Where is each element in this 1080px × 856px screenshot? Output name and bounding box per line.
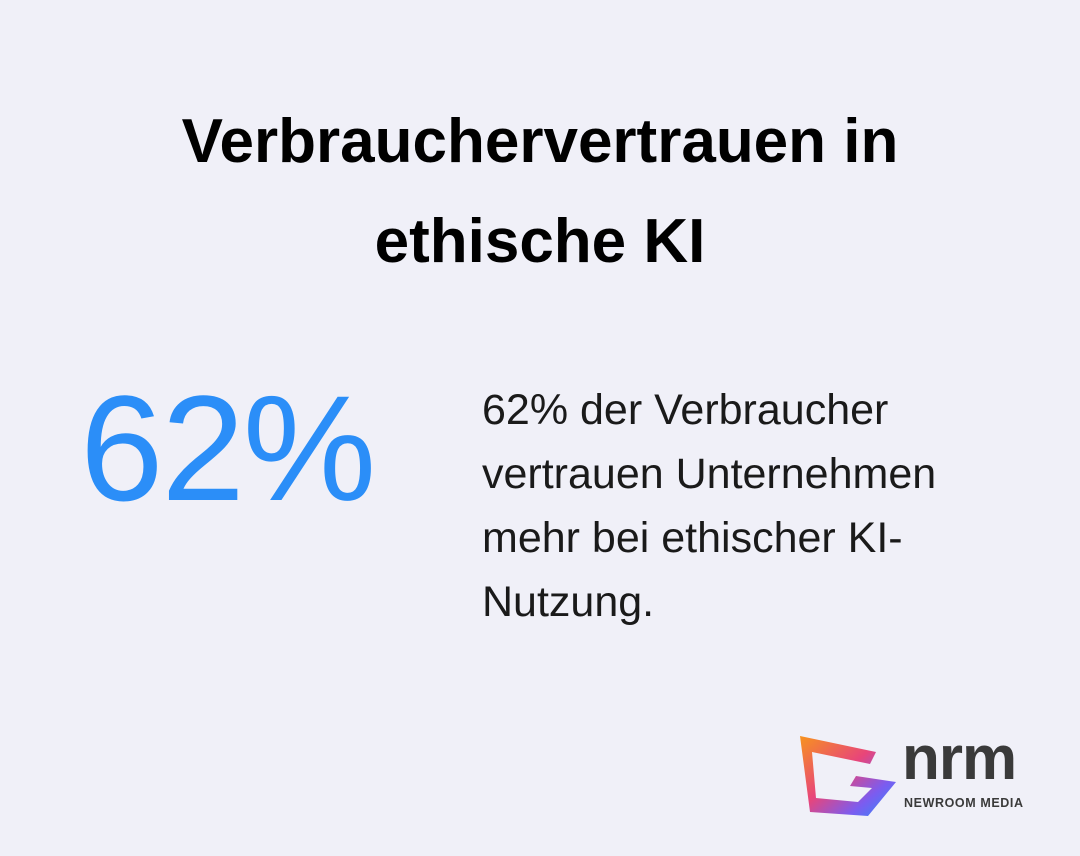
logo-subtitle: NEWROOM MEDIA [904,796,1024,810]
title: Verbrauchervertrauen in ethische KI [181,107,899,276]
logo: nrm NEWROOM MEDIA [798,728,1058,822]
logo-icon [800,736,896,816]
logo-name: nrm [902,724,1017,793]
stat-value: 62% [80,364,376,532]
stat-description: 62% der Verbraucher vertrauen Unternehme… [482,386,937,626]
